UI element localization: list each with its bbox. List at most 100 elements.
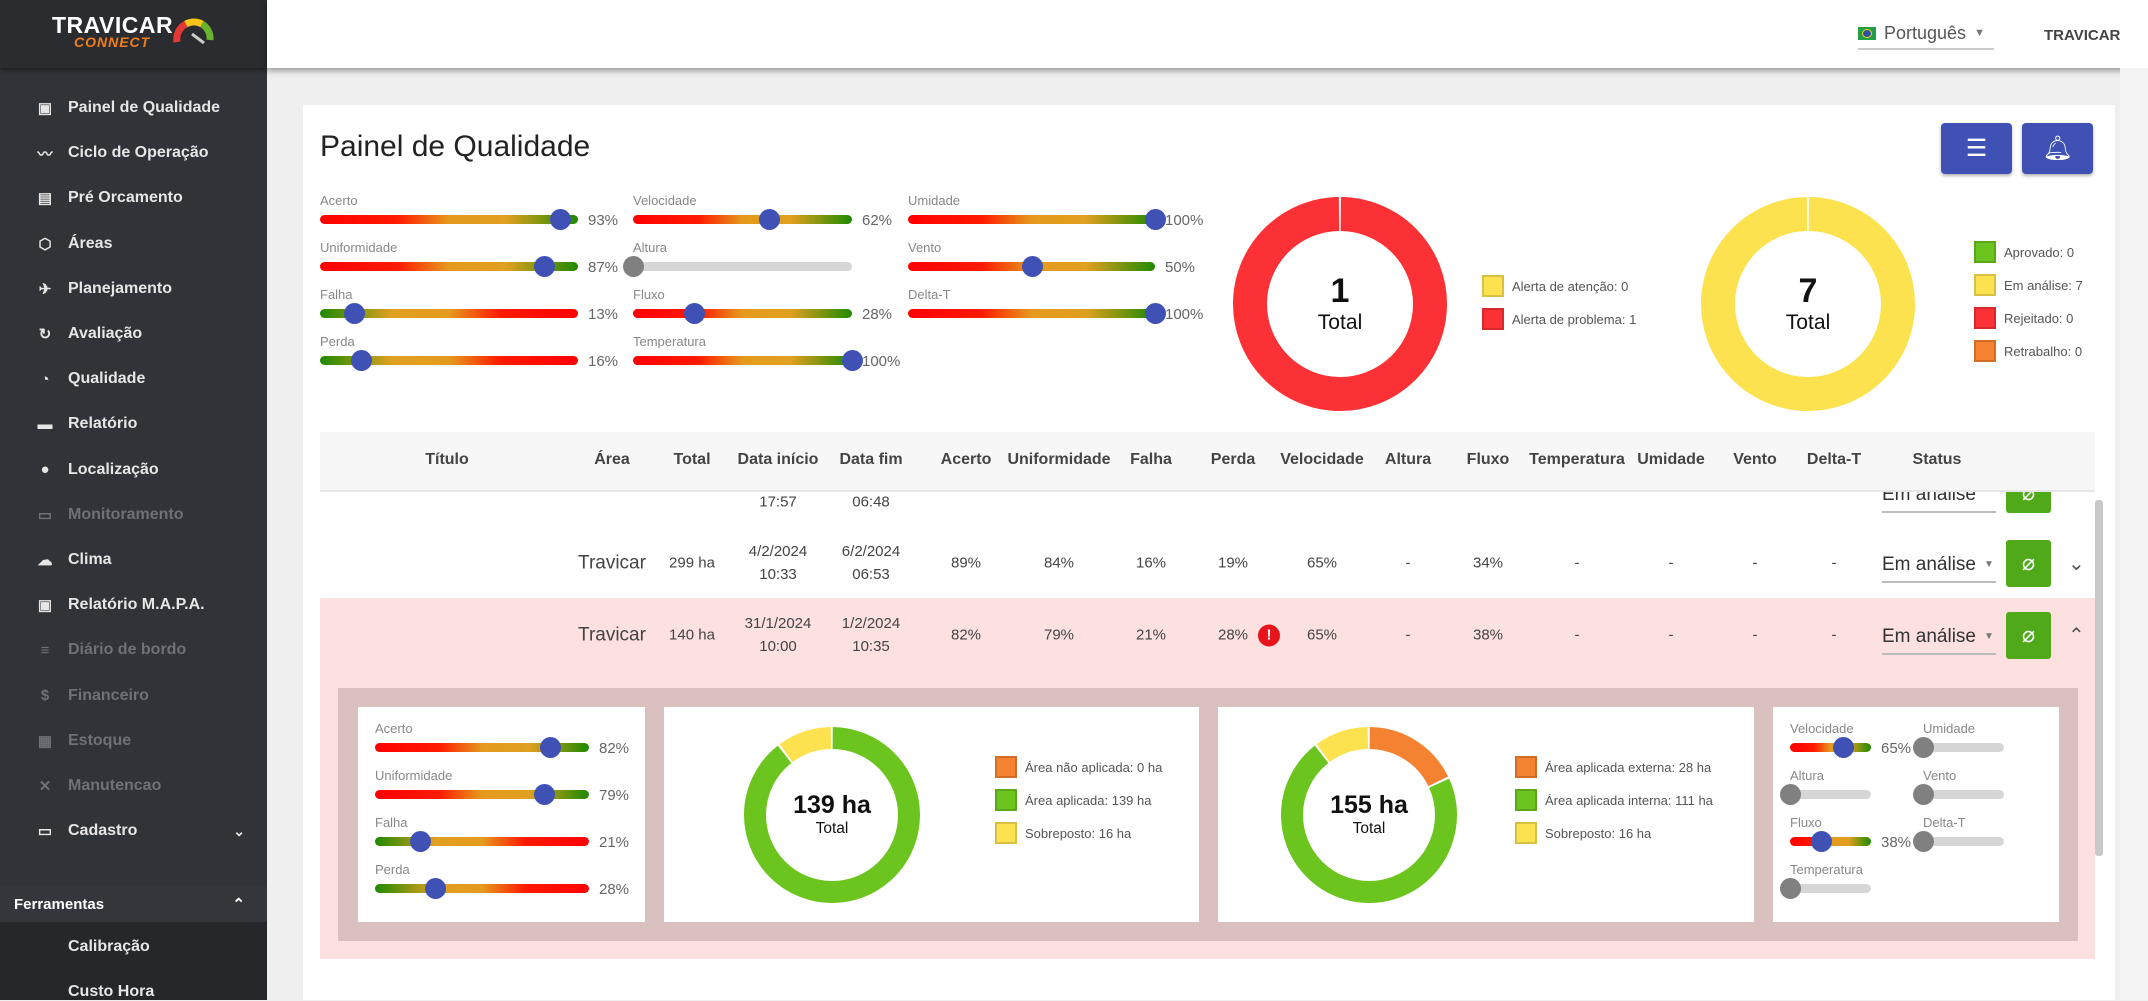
column-header[interactable]: Fluxo bbox=[1466, 451, 1510, 468]
sidebar-item-calibracao[interactable]: Calibração bbox=[68, 938, 150, 955]
slider-thumb[interactable] bbox=[534, 256, 556, 277]
slider-track[interactable] bbox=[375, 790, 589, 799]
slider-track[interactable] bbox=[633, 356, 852, 365]
slider-thumb[interactable] bbox=[534, 784, 556, 805]
sidebar-item-clima[interactable]: ☁ Clima bbox=[0, 540, 267, 580]
slider-thumb[interactable] bbox=[1913, 737, 1934, 758]
slider-track[interactable] bbox=[633, 309, 852, 318]
slider-track[interactable] bbox=[375, 884, 589, 893]
page-scrollbar[interactable] bbox=[2120, 68, 2148, 1000]
slider-track[interactable] bbox=[633, 262, 852, 271]
slider-thumb[interactable] bbox=[409, 831, 431, 852]
column-header[interactable]: Total bbox=[673, 451, 711, 468]
donut-slice[interactable] bbox=[1701, 197, 1915, 411]
filter-button[interactable]: ☰ bbox=[1941, 123, 2012, 174]
sidebar-item-avaliacao[interactable]: ↻ Avaliação bbox=[0, 314, 267, 354]
slider-thumb[interactable] bbox=[623, 256, 644, 277]
user-menu[interactable]: TRAVICAR bbox=[2044, 27, 2121, 44]
column-header[interactable]: Vento bbox=[1733, 451, 1777, 468]
donut-slice[interactable] bbox=[1281, 727, 1457, 903]
status-select[interactable]: Em análise ▼ bbox=[1882, 621, 1996, 655]
sidebar-item-pre-orcamento[interactable]: ▤ Pré Orcamento bbox=[0, 178, 267, 218]
column-header[interactable]: Delta-T bbox=[1806, 451, 1862, 468]
sidebar-item-cadastro[interactable]: ▭ Cadastro ⌄ bbox=[0, 811, 267, 851]
sidebar-item-estoque[interactable]: ▦ Estoque bbox=[0, 721, 267, 761]
slider-track[interactable] bbox=[1790, 743, 1871, 752]
slider-thumb[interactable] bbox=[684, 303, 706, 324]
slider-thumb[interactable] bbox=[424, 878, 446, 899]
sidebar-item-custo-hora[interactable]: Custo Hora bbox=[68, 983, 155, 1000]
slider-thumb[interactable] bbox=[1810, 831, 1832, 852]
column-header[interactable]: Temperatura bbox=[1529, 451, 1625, 468]
column-header[interactable]: Status bbox=[1912, 451, 1962, 468]
slider-track[interactable] bbox=[320, 215, 578, 224]
slider-thumb[interactable] bbox=[343, 303, 365, 324]
column-header[interactable]: Falha bbox=[1130, 451, 1172, 468]
column-header[interactable]: Data início bbox=[737, 451, 819, 468]
column-header[interactable]: Acerto bbox=[940, 451, 992, 468]
sidebar-item-qualidade[interactable]: ◔ Qualidade bbox=[0, 359, 267, 399]
column-header[interactable]: Altura bbox=[1384, 451, 1432, 468]
column-header[interactable]: Velocidade bbox=[1280, 451, 1364, 468]
sidebar-item-planejamento[interactable]: ✈ Planejamento bbox=[0, 269, 267, 309]
slider-thumb[interactable] bbox=[1780, 784, 1801, 805]
slider-thumb[interactable] bbox=[1913, 784, 1934, 805]
expand-chevron-icon[interactable]: ⌃ bbox=[2068, 624, 2085, 647]
approve-button[interactable]: ⌀ bbox=[2006, 539, 2051, 587]
sidebar-item-relatorio[interactable]: ▬ Relatório bbox=[0, 404, 267, 444]
slider-track[interactable] bbox=[1923, 837, 2004, 846]
slider-track[interactable] bbox=[908, 309, 1155, 318]
slider-thumb[interactable] bbox=[1780, 878, 1801, 899]
sidebar-item-manutencao[interactable]: ✕ Manutencao bbox=[0, 766, 267, 806]
table-scrollbar[interactable] bbox=[2095, 500, 2103, 856]
slider-thumb[interactable] bbox=[1832, 737, 1854, 758]
logo[interactable]: TRAVICAR CONNECT bbox=[0, 0, 267, 68]
slider-track[interactable] bbox=[633, 215, 852, 224]
slider-track[interactable] bbox=[1923, 743, 2004, 752]
sidebar-item-monitoramento[interactable]: ▭ Monitoramento bbox=[0, 495, 267, 535]
slider-track[interactable] bbox=[908, 215, 1155, 224]
column-header[interactable]: Perda bbox=[1210, 451, 1256, 468]
column-header[interactable]: Área bbox=[594, 451, 630, 468]
approve-button[interactable]: ⌀ bbox=[2006, 611, 2051, 659]
donut-slice[interactable] bbox=[1233, 197, 1447, 411]
slider-track[interactable] bbox=[375, 743, 589, 752]
slider-track[interactable] bbox=[320, 309, 578, 318]
sidebar-item-diario-de-bordo[interactable]: ≡ Diário de bordo bbox=[0, 630, 267, 670]
table-row[interactable]: Travicar 299 ha 4/2/2024 10:33 6/2/2024 06:… bbox=[320, 527, 2095, 598]
sidebar-item-financeiro[interactable]: $ Financeiro bbox=[0, 676, 267, 716]
slider-thumb[interactable] bbox=[1913, 831, 1934, 852]
sidebar-item-localizacao[interactable]: ● Localização bbox=[0, 450, 267, 490]
sidebar-item-relatorio-m-a-p-a[interactable]: ▣ Relatório M.A.P.A. bbox=[0, 585, 267, 625]
slider-thumb[interactable] bbox=[1145, 303, 1166, 324]
sidebar-item-areas[interactable]: ⬡ Áreas bbox=[0, 224, 267, 264]
column-header[interactable]: Título bbox=[425, 451, 469, 468]
slider-track[interactable] bbox=[320, 262, 578, 271]
slider-track[interactable] bbox=[320, 356, 578, 365]
column-header[interactable]: Uniformidade bbox=[1007, 451, 1111, 468]
status-select[interactable]: Em análise ▼ bbox=[1882, 549, 1996, 583]
column-header[interactable]: Data fim bbox=[839, 451, 903, 468]
slider-thumb[interactable] bbox=[842, 350, 863, 371]
slider-thumb[interactable] bbox=[758, 209, 780, 230]
donut-slice[interactable] bbox=[1281, 727, 1457, 903]
slider-thumb[interactable] bbox=[540, 737, 562, 758]
slider-thumb[interactable] bbox=[549, 209, 571, 230]
slider-track[interactable] bbox=[1923, 790, 2004, 799]
table-row-partial[interactable]: 17:57 06:48 Em análise ⌀ bbox=[320, 473, 2095, 527]
slider-thumb[interactable] bbox=[351, 350, 373, 371]
slider-track[interactable] bbox=[375, 837, 589, 846]
alert-icon[interactable]: ! bbox=[1258, 624, 1281, 647]
slider-thumb[interactable] bbox=[1021, 256, 1043, 277]
slider-thumb[interactable] bbox=[1145, 209, 1166, 230]
table-row[interactable]: Travicar 140 ha 31/1/2024 10:00 1/2/2024 10… bbox=[320, 598, 2095, 671]
language-select[interactable]: Português ▼ bbox=[1858, 18, 1994, 50]
slider-track[interactable] bbox=[1790, 790, 1871, 799]
sidebar-item-painel-de-qualidade[interactable]: ▣ Painel de Qualidade bbox=[0, 88, 267, 128]
column-header[interactable]: Umidade bbox=[1637, 451, 1705, 468]
sidebar-item-ciclo-de-operacao[interactable]: 〰 Ciclo de Operação bbox=[0, 133, 267, 173]
expand-chevron-icon[interactable]: ⌄ bbox=[2068, 552, 2085, 575]
alerts-button[interactable]: 🔔︎ bbox=[2022, 123, 2093, 174]
slider-track[interactable] bbox=[1790, 884, 1871, 893]
sidebar-section-ferramentas[interactable]: Ferramentas ⌃ bbox=[0, 886, 267, 922]
